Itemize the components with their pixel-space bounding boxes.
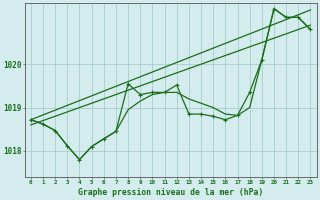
- X-axis label: Graphe pression niveau de la mer (hPa): Graphe pression niveau de la mer (hPa): [78, 188, 263, 197]
